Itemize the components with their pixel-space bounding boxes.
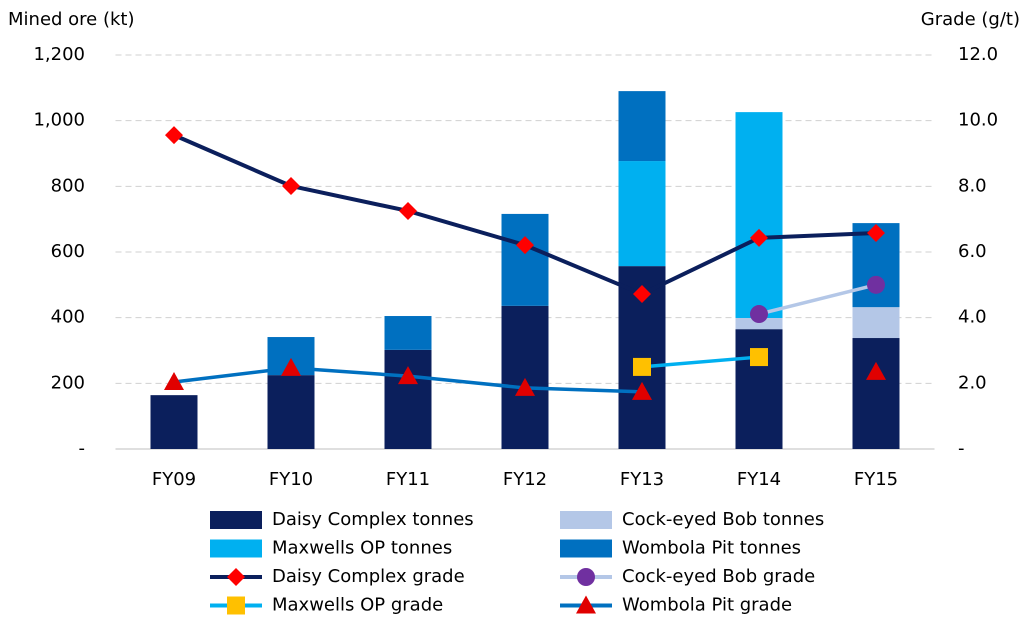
marker [633,285,651,304]
line [758,283,877,316]
bar [384,349,432,449]
legend-label: Cock-eyed Bob grade [622,566,815,587]
legend-swatch [560,539,612,558]
marker [515,377,535,396]
y-axis-title: Mined ore (kt) [8,9,135,30]
marker [282,177,300,196]
marker [164,372,184,391]
marker [750,228,768,247]
y2-tick-label: - [958,438,965,459]
marker [227,568,245,586]
legend-swatch [210,511,262,529]
legend-swatch [560,511,612,529]
y-tick-label: 200 [51,372,85,393]
x-tick-label: FY11 [386,469,430,490]
marker [750,305,768,324]
legend-label: Wombola Pit tonnes [622,538,801,559]
marker [227,596,245,615]
y2-tick-label: 8.0 [958,175,987,196]
y2-tick-label: 10.0 [958,110,998,131]
x-tick-label: FY13 [620,469,664,490]
x-tick-label: FY15 [854,469,898,490]
legend-label: Maxwells OP grade [272,595,443,616]
x-tick-label: FY14 [737,469,781,490]
y-tick-label: 800 [51,175,85,196]
x-tick-label: FY12 [503,469,547,490]
bar [618,161,666,267]
legend-label: Daisy Complex grade [272,566,465,587]
marker [866,361,886,380]
marker [576,595,596,614]
legend-swatch [210,539,262,558]
bar [735,329,783,449]
legend-label: Cock-eyed Bob tonnes [622,509,824,530]
line [641,355,760,369]
marker [398,366,418,385]
bar [735,317,783,330]
bar [384,316,432,350]
bar [618,91,666,162]
y-tick-label: 600 [51,241,85,262]
y-tick-label: 400 [51,307,85,328]
marker [867,223,885,242]
marker [165,126,183,145]
y2-axis-title: Grade (g/t) [921,9,1020,30]
bar [150,395,198,449]
bar [267,375,315,449]
legend-label: Daisy Complex tonnes [272,509,474,530]
y-tick-label: 1,000 [33,110,85,131]
marker [633,357,651,376]
x-tick-label: FY09 [152,469,196,490]
y2-tick-label: 4.0 [958,307,987,328]
y-tick-label: 1,200 [33,44,85,65]
marker [750,348,768,367]
legend-label: Maxwells OP tonnes [272,538,452,559]
marker [281,357,301,376]
y2-tick-label: 6.0 [958,241,987,262]
marker [632,381,652,400]
marker [867,275,885,294]
bar [501,213,549,306]
x-tick-label: FY10 [269,469,313,490]
y2-tick-label: 2.0 [958,372,987,393]
legend-label: Wombola Pit grade [622,595,792,616]
y-tick-label: - [79,438,86,459]
bar [735,112,783,318]
bar [501,305,549,449]
marker [399,201,417,220]
bar [852,307,900,339]
y2-tick-label: 12.0 [958,44,998,65]
marker [516,236,534,255]
marker [577,568,595,586]
bar [852,338,900,449]
